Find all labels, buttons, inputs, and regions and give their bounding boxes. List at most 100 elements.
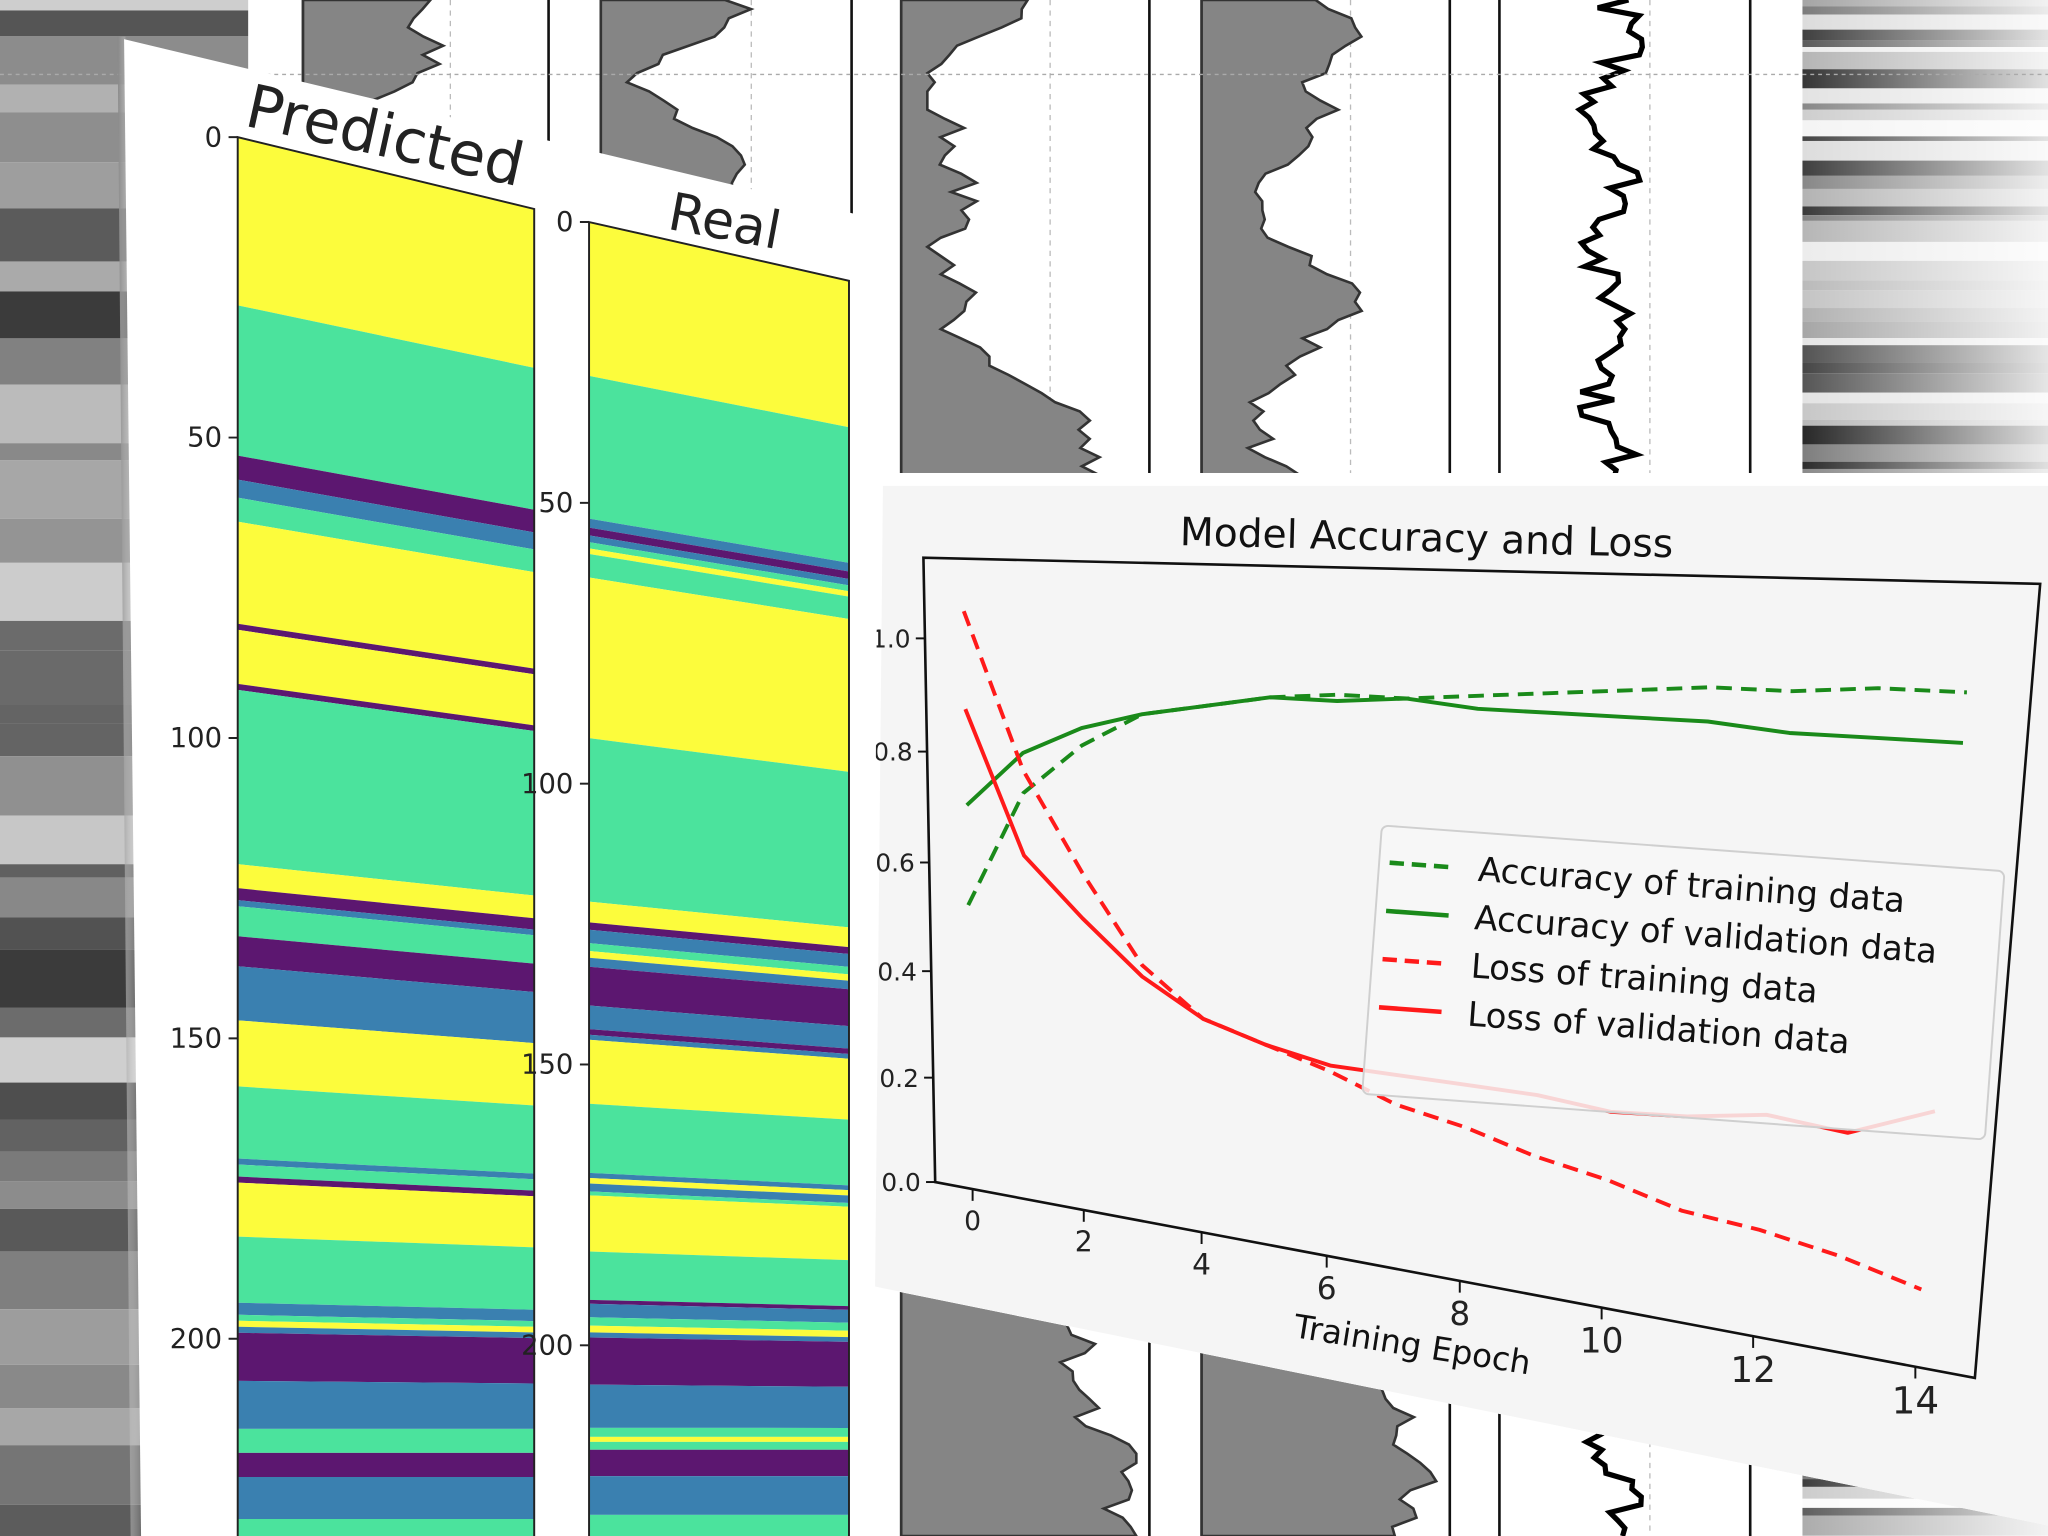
facies-band [237,683,535,731]
facies-band [237,1452,535,1477]
accuracy-loss-chart: Model Accuracy and Loss 0.00.20.40.60.81… [872,472,2048,1526]
facies-band [589,1251,849,1307]
depth-tick-label: 150 [170,1024,222,1055]
facies-band [589,535,849,586]
facies-band [237,1302,535,1322]
column-frame [588,220,850,1536]
facies-band [237,689,535,896]
facies-band [589,577,849,772]
facies-band [237,1020,535,1106]
facies-band [589,951,849,981]
series-line-2 [961,610,1923,1292]
facies-band [589,1514,849,1536]
legend-frame [1361,824,2006,1141]
facies-band [589,518,849,572]
facies-band [589,1332,849,1342]
facies-band [589,542,849,592]
log-image-band [0,0,249,11]
chart-axes: 0.0 0.2 0.4 0.6 0.8 1.0 0 2 4 6 8 10 12 14 [872,556,2042,1422]
facies-band [589,375,849,563]
facies-band [237,936,535,992]
facies-band [589,1039,849,1120]
axes-frame [922,556,2042,1380]
x-tick-label: 14 [1892,1378,1940,1422]
facies-band [237,864,535,919]
facies-band [237,1158,535,1180]
facies-band [237,1182,535,1248]
facies-band [589,1103,849,1186]
facies-band [589,1183,849,1204]
facies-band [589,1034,849,1059]
facies-band [237,1380,535,1429]
facies-band [237,900,535,936]
facies-band [237,137,535,368]
facies-band [237,1320,535,1333]
legend-swatch [1382,956,1446,966]
facies-band [237,1332,535,1384]
x-tick-label: 2 [1075,1226,1093,1259]
facies-band [589,1029,849,1054]
facies-band [589,1303,849,1323]
facies-band [589,922,849,955]
facies-band [589,957,849,990]
depth-tick-label: 50 [187,423,222,454]
facies-band [589,1177,849,1196]
facies-band [237,1314,535,1327]
x-tick-label: 0 [964,1206,981,1237]
facies-band [589,1441,849,1450]
y-tick-label: 0.4 [877,957,916,986]
facies-band [589,929,849,967]
y-tick-label: 0.2 [879,1064,918,1093]
real-facies-column: 0 50 100 150 200 [521,207,850,1536]
facies-band [237,1519,535,1536]
facies-band [237,1476,535,1520]
facies-band [237,888,535,930]
column-frame [236,135,536,1536]
facies-band [237,966,535,1044]
facies-band [237,521,535,669]
facies-band [589,1337,849,1387]
facies-band [237,1086,535,1174]
facies-band [589,1384,849,1428]
facies-band [237,305,535,510]
depth-tick-label: 100 [521,769,573,800]
facies-band [237,1236,535,1310]
legend-swatch [1385,908,1449,918]
legend-swatch [1389,860,1453,870]
y-tick-label: 0.0 [881,1168,920,1197]
facies-band [589,553,849,620]
facies-band [589,1191,849,1207]
facies-band [237,479,535,550]
depth-tick-label: 150 [521,1050,573,1081]
x-tick-label: 10 [1580,1322,1624,1362]
facies-band [589,943,849,975]
facies-band [589,1317,849,1331]
facies-band [589,1476,849,1515]
y-tick-label: 0.8 [873,738,912,767]
facies-band [589,966,849,1027]
x-tick-label: 4 [1192,1247,1211,1282]
facies-band [237,1428,535,1453]
facies-band [589,1427,849,1437]
facies-band [237,629,535,726]
facies-band [589,1449,849,1477]
facies-band [589,901,849,948]
log-image-band [0,10,249,37]
depth-tick-label: 50 [539,488,574,519]
facies-band [237,623,535,675]
y-tick-label: 0.6 [875,849,914,878]
x-tick-label: 6 [1317,1271,1337,1307]
x-tick-label: 12 [1730,1350,1776,1391]
facies-band [589,548,849,597]
depth-tick-label: 200 [521,1330,573,1361]
facies-band [237,497,535,573]
legend-swatch [1378,1005,1442,1015]
depth-tick-label: 0 [205,122,222,153]
facies-band [237,1176,535,1197]
depth-tick-label: 100 [170,723,222,754]
depth-tick-label: 200 [170,1324,222,1355]
facies-band [589,1195,849,1261]
facies-band [589,1436,849,1442]
